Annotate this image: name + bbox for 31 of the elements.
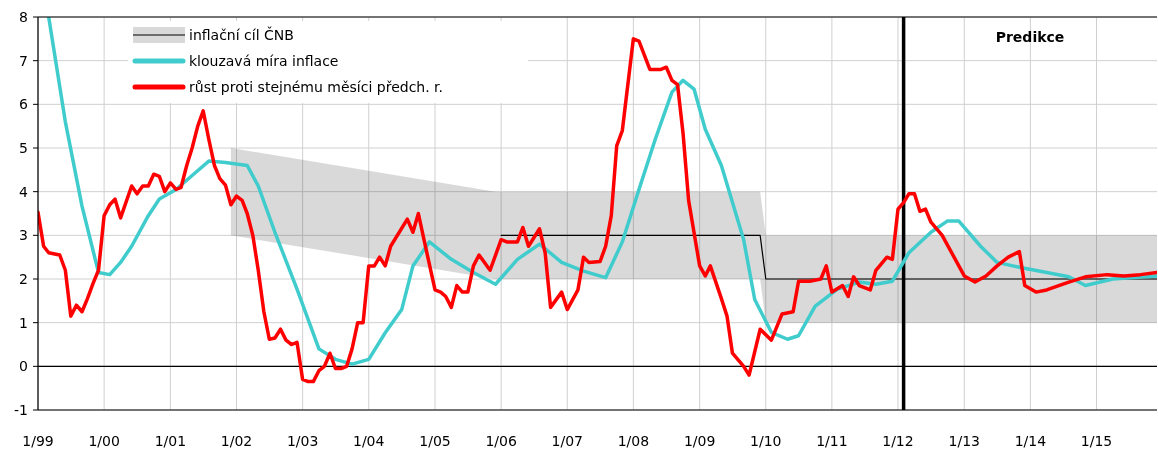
y-tick-label: 1: [19, 314, 28, 331]
x-tick-label: 1/02: [220, 433, 253, 449]
x-tick-label: 1/07: [551, 433, 583, 449]
x-tick-label: 1/03: [286, 433, 319, 449]
legend-label: růst proti stejnému měsíci předch. r.: [189, 78, 444, 95]
y-tick-label: 0: [19, 358, 28, 375]
x-tick-label: 1/00: [88, 433, 120, 449]
legend-label: inflační cíl ČNB: [189, 25, 294, 43]
x-tick-label: 1/10: [750, 433, 782, 449]
x-tick-label: 1/06: [485, 433, 517, 449]
y-tick-label: -1: [14, 401, 28, 418]
x-tick-label: 1/14: [1014, 433, 1047, 449]
x-tick-label: 1/04: [353, 433, 385, 449]
x-tick-label: 1/08: [617, 433, 650, 449]
y-tick-label: 3: [19, 227, 28, 244]
y-tick-label: 7: [19, 52, 28, 69]
x-tick-label: 1/01: [154, 433, 187, 449]
x-tick-label: 1/05: [419, 433, 451, 449]
y-tick-label: 4: [19, 183, 29, 200]
y-tick-label: 8: [19, 8, 28, 25]
y-tick-label: 2: [19, 270, 28, 287]
y-tick-label: 6: [19, 96, 29, 113]
x-tick-label: 1/11: [816, 433, 848, 449]
x-tick-label: 1/99: [22, 433, 54, 449]
x-tick-label: 1/09: [683, 433, 716, 449]
x-tick-label: 1/15: [1080, 433, 1113, 449]
x-tick-label: 1/12: [882, 433, 914, 449]
x-tick-label: 1/13: [948, 433, 981, 449]
annotation: Predikce: [995, 29, 1065, 45]
legend-label: klouzavá míra inflace: [189, 52, 339, 69]
y-tick-label: 5: [19, 139, 28, 156]
